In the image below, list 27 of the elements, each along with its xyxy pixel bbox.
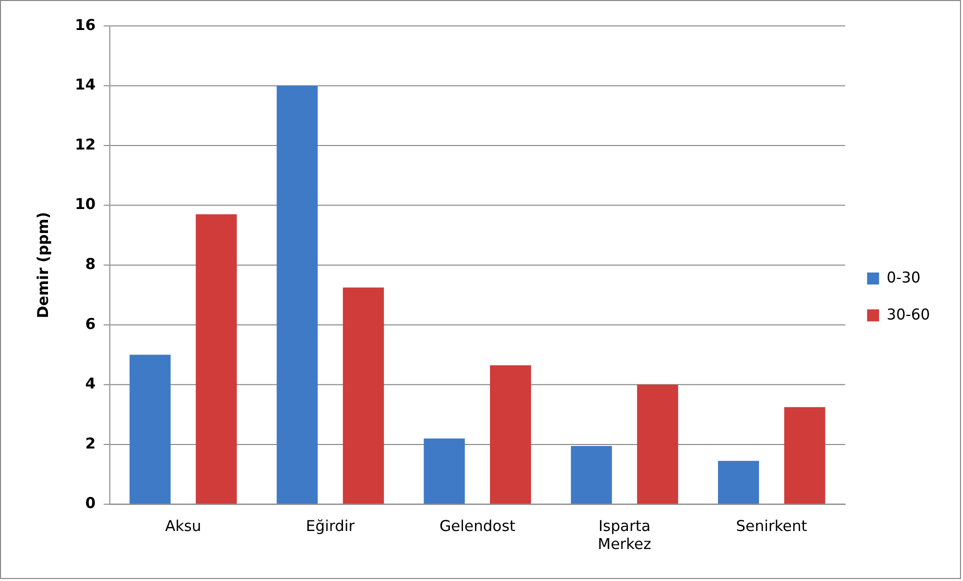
y-tick-label: 14	[74, 76, 96, 94]
bar	[276, 86, 318, 504]
bar	[490, 365, 532, 504]
y-tick-label: 10	[74, 195, 96, 214]
x-tick-label: Eğirdir	[306, 517, 356, 536]
x-tick-label: Gelendost	[439, 517, 516, 536]
bar	[784, 407, 826, 504]
y-tick-label: 8	[85, 254, 96, 273]
y-tick-label: 6	[85, 314, 96, 333]
bar	[570, 446, 612, 504]
bar	[718, 460, 760, 504]
bar	[196, 214, 237, 504]
bar	[424, 438, 465, 504]
y-tick-label: 2	[85, 434, 96, 452]
y-axis-title: Demir (ppm)	[34, 212, 52, 318]
bar	[637, 384, 678, 504]
bar	[342, 288, 384, 504]
y-tick-label: 12	[74, 135, 96, 154]
legend-label: 0-30	[886, 268, 920, 286]
x-tick-label: Aksu	[165, 517, 202, 536]
bar	[130, 354, 171, 504]
x-tick-label: Isparta Merkez	[598, 517, 652, 553]
y-tick-label: 4	[85, 374, 96, 393]
y-tick-label: 16	[74, 16, 96, 34]
x-tick-label: Senirkent	[736, 517, 808, 536]
y-tick-label: 0	[85, 494, 96, 512]
legend-label: 30-60	[886, 305, 930, 324]
